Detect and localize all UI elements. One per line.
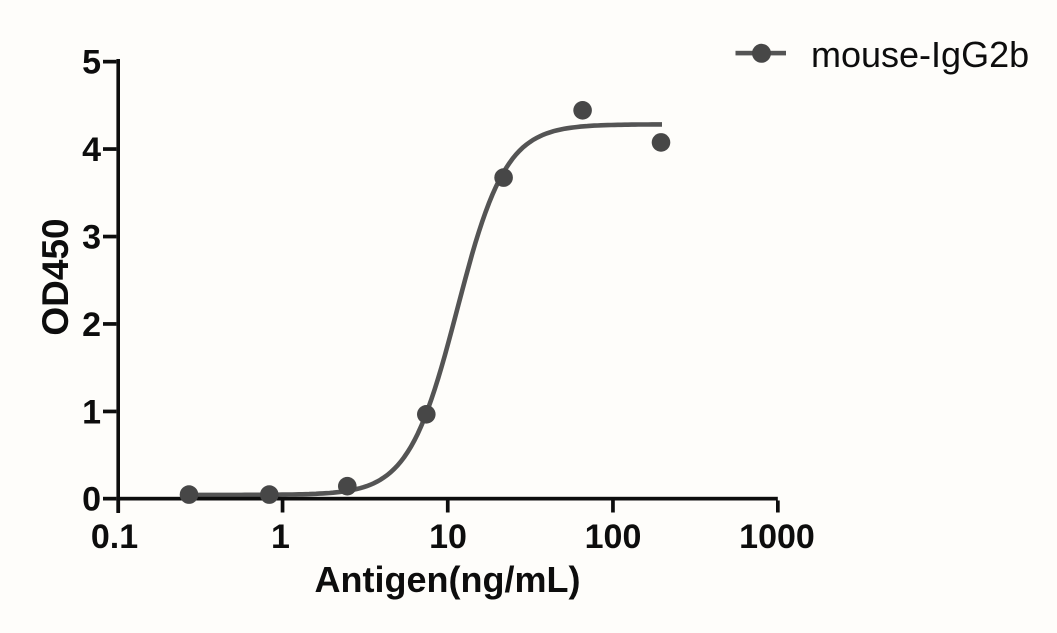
- svg-text:2: 2: [82, 306, 101, 344]
- svg-text:10: 10: [429, 518, 467, 556]
- svg-text:5: 5: [82, 44, 101, 82]
- svg-text:0: 0: [82, 480, 101, 518]
- svg-text:1000: 1000: [739, 518, 815, 556]
- svg-text:100: 100: [585, 518, 642, 556]
- svg-text:1: 1: [271, 518, 290, 556]
- svg-text:4: 4: [82, 131, 101, 169]
- svg-text:Antigen(ng/mL): Antigen(ng/mL): [315, 559, 581, 600]
- svg-text:OD450: OD450: [35, 218, 76, 335]
- svg-text:0.1: 0.1: [91, 518, 138, 556]
- svg-text:1: 1: [82, 393, 101, 431]
- svg-text:3: 3: [82, 219, 101, 257]
- svg-text:mouse-IgG2b: mouse-IgG2b: [811, 34, 1029, 75]
